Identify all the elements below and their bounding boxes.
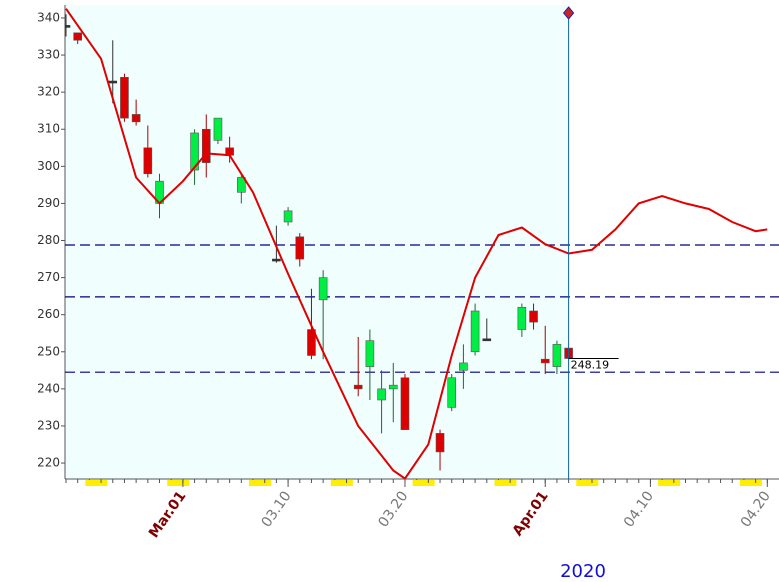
y-tick-label: 250 xyxy=(37,344,60,358)
weekend-marker xyxy=(167,480,190,486)
y-tick-label: 270 xyxy=(37,270,60,284)
candle-body xyxy=(529,310,538,323)
y-tick-label: 280 xyxy=(37,233,60,247)
candle-body xyxy=(459,362,468,371)
candle-body xyxy=(447,377,457,408)
weekend-marker xyxy=(576,480,599,486)
y-tick-label: 310 xyxy=(37,122,60,136)
y-tick-label: 340 xyxy=(37,10,60,24)
candle-body xyxy=(435,433,445,453)
candle-body xyxy=(353,384,363,390)
candle-body xyxy=(143,147,153,175)
candle-body xyxy=(237,177,246,193)
candle-body xyxy=(388,384,398,390)
x-tick-label: Apr.01 xyxy=(510,488,552,539)
candle-body xyxy=(517,306,527,330)
candle-body xyxy=(400,377,410,430)
candle-body xyxy=(470,310,480,353)
last-price-label: 248.19 xyxy=(571,358,610,371)
candle-body xyxy=(65,25,71,28)
weekend-marker xyxy=(494,480,517,486)
x-tick-label: 03.20 xyxy=(375,488,411,530)
y-tick-label: 260 xyxy=(37,307,60,321)
trend-line xyxy=(65,8,768,479)
candle-body xyxy=(318,277,328,301)
weekend-marker xyxy=(658,480,681,486)
plot-background xyxy=(65,5,569,479)
candle-body xyxy=(482,338,492,342)
x-axis-label: 2020 xyxy=(560,561,606,582)
candle-body xyxy=(201,128,211,163)
candle-body xyxy=(190,132,199,171)
candle-body xyxy=(131,114,141,123)
candle-body xyxy=(295,236,305,260)
y-tick-label: 240 xyxy=(37,381,60,395)
y-tick-label: 230 xyxy=(37,418,60,432)
candle-body xyxy=(272,258,281,262)
candle-body xyxy=(552,344,562,367)
x-tick-label: 04.20 xyxy=(738,488,774,530)
x-tick-label: Mar.01 xyxy=(146,488,190,541)
candle-body xyxy=(213,117,223,141)
y-tick-label: 300 xyxy=(37,159,60,173)
weekend-marker xyxy=(249,480,272,486)
x-tick-label: 04.10 xyxy=(621,488,657,530)
weekend-marker xyxy=(85,480,108,486)
plot-area xyxy=(65,8,779,479)
weekend-marker xyxy=(739,480,762,486)
candle-body xyxy=(73,32,82,41)
cursor-marker xyxy=(562,6,575,20)
weekend-marker xyxy=(412,480,435,486)
y-tick-label: 320 xyxy=(37,85,60,99)
y-tick-label: 330 xyxy=(37,48,60,62)
candle-body xyxy=(365,340,375,367)
candle-body xyxy=(540,358,550,364)
y-tick-label: 290 xyxy=(37,196,60,210)
x-tick-label: 03.10 xyxy=(259,488,295,530)
candle-body xyxy=(283,210,293,223)
candle-body xyxy=(377,388,386,401)
candle-body xyxy=(307,329,316,356)
weekend-marker xyxy=(330,480,353,486)
candle-body xyxy=(108,80,118,84)
y-tick-label: 220 xyxy=(37,456,60,470)
candle-body xyxy=(120,77,129,119)
